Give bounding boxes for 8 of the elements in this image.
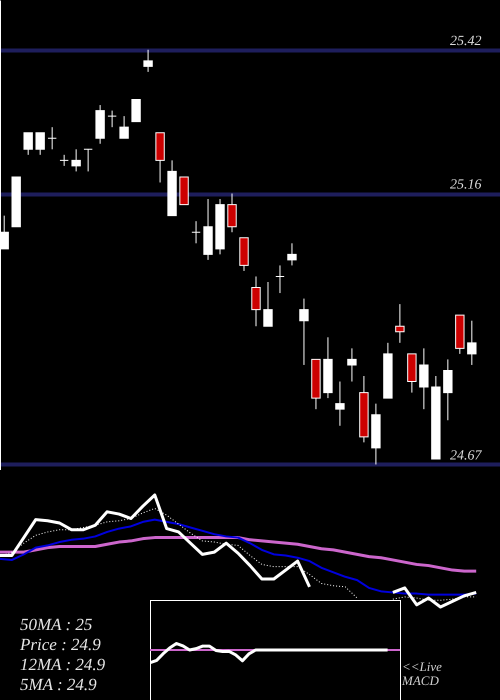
y-tick-label: 24.67 xyxy=(450,448,482,464)
text: 5MA : 24.9 xyxy=(20,675,98,694)
text: Price : 24.9 xyxy=(19,635,102,654)
text: 50MA : 25 xyxy=(20,615,92,634)
y-tick-label: 25.42 xyxy=(450,34,482,49)
text: <<Live MACD xyxy=(401,659,442,688)
text: 12MA : 24.9 xyxy=(20,655,106,674)
y-tick-label: 25.16 xyxy=(450,178,482,193)
